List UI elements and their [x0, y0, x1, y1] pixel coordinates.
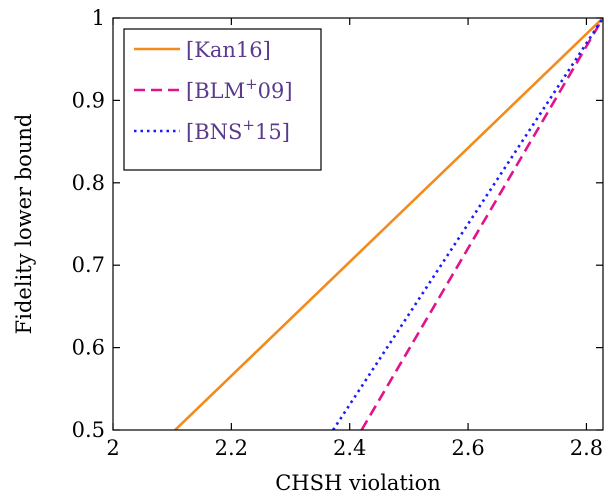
y-axis-label: Fidelity lower bound: [12, 114, 36, 335]
y-tick-label: 1: [92, 6, 105, 30]
legend: [Kan16] [BLM+09] [BNS+15]: [123, 28, 322, 171]
legend-label-1: [BLM+09]: [186, 75, 293, 103]
y-tick-label: 0.5: [72, 418, 105, 442]
y-tick-label: 0.6: [72, 336, 105, 360]
series-layer: [174, 18, 603, 430]
legend-box: [123, 28, 322, 171]
legend-label-0: [Kan16]: [186, 38, 271, 62]
legend-label-2: [BNS+15]: [186, 116, 290, 144]
y-tick-label: 0.8: [72, 171, 105, 195]
series-line-2: [332, 18, 603, 430]
ticks-layer: 2 2.2 2.4 2.6 2.8 0.5 0.6 0.7 0.8 0.9 1: [72, 6, 604, 460]
x-tick-label: 2.4: [333, 436, 366, 460]
x-axis-label: CHSH violation: [275, 471, 441, 495]
series-line-1: [360, 18, 603, 430]
y-tick-label: 0.7: [72, 253, 105, 277]
x-tick-label: 2: [106, 436, 119, 460]
y-tick-label: 0.9: [72, 88, 105, 112]
x-tick-label: 2.2: [215, 436, 248, 460]
series-line-0: [174, 18, 603, 430]
plot-frame: [112, 17, 604, 431]
x-tick-label: 2.6: [451, 436, 484, 460]
x-tick-label: 2.8: [570, 436, 603, 460]
